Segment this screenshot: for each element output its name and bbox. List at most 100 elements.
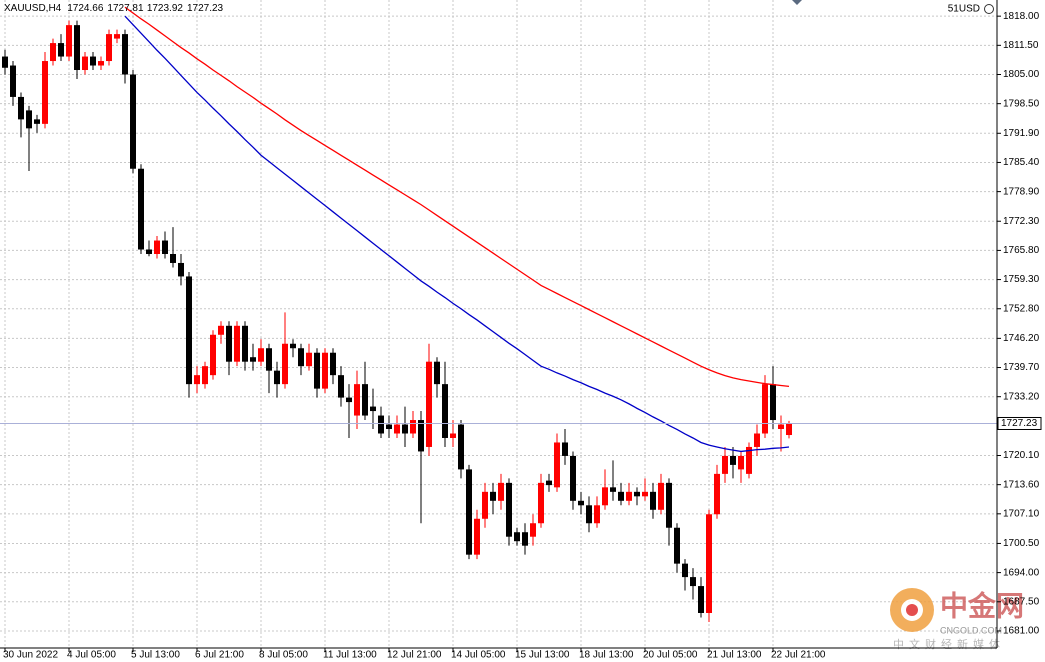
candle-body: [10, 65, 16, 97]
candle-body: [42, 61, 48, 124]
candle-body: [754, 433, 760, 447]
candle-body: [690, 577, 696, 587]
moving-average: [124, 6, 790, 388]
candle-body: [114, 34, 120, 39]
candle-body: [402, 424, 408, 434]
candle-body: [98, 61, 104, 66]
candle-body: [642, 491, 648, 497]
candle-body: [714, 473, 720, 515]
candle-body: [730, 455, 736, 465]
plot: [0, 6, 997, 622]
candle-body: [410, 420, 416, 434]
candle-body: [626, 491, 632, 501]
candle-body: [306, 352, 312, 367]
candle-body: [298, 348, 304, 367]
candle-body: [490, 491, 496, 501]
x-tick-label: 30 Jun 2022: [3, 650, 58, 661]
candle-body: [82, 56, 88, 71]
candle-body: [602, 487, 608, 506]
candle-body: [266, 348, 272, 371]
x-tick-label: 15 Jul 13:00: [515, 650, 570, 661]
y-tick-label: 1733.20: [1003, 391, 1040, 402]
candle-body: [146, 249, 152, 254]
account: 51USD: [948, 4, 980, 15]
candle-body: [554, 442, 560, 488]
candle-body: [354, 384, 360, 416]
candle-body: [738, 455, 744, 470]
site: CNGOLD.COM: [940, 625, 1002, 635]
candle-body: [706, 514, 712, 613]
y-tick-label: 1746.20: [1003, 333, 1040, 344]
candle-body: [698, 586, 704, 613]
candle-body: [338, 375, 344, 398]
y-tick-label: 1687.50: [1003, 596, 1040, 607]
candle-body: [202, 366, 208, 385]
scroll-marker: [792, 0, 802, 5]
moving-average: [124, 15, 790, 453]
candle-body: [786, 423, 792, 436]
candle-body: [378, 415, 384, 434]
low: 1723.92: [147, 3, 184, 14]
x-tick-label: 21 Jul 13:00: [707, 650, 762, 661]
candle-body: [418, 420, 424, 452]
symbol: XAUUSD,H4: [4, 3, 62, 14]
high: 1727.81: [107, 3, 144, 14]
candle-body: [34, 119, 40, 124]
watermark: 中金网 CNGOLD.COM 中文财经新媒体: [890, 588, 1024, 651]
y-tick-label: 1681.00: [1003, 626, 1040, 637]
candle-body: [546, 480, 552, 486]
candle-body: [122, 34, 128, 75]
candle-body: [346, 397, 352, 403]
candle-body: [274, 370, 280, 385]
candle-body: [138, 168, 144, 250]
candle-body: [26, 110, 32, 129]
brand: 中金网: [940, 589, 1024, 621]
candle-body: [474, 518, 480, 555]
candle-body: [154, 240, 160, 254]
candle-body: [466, 469, 472, 555]
candle-body: [370, 406, 376, 412]
candle-body: [18, 96, 24, 120]
y-tick-label: 1811.50: [1003, 40, 1039, 51]
candle-body: [242, 325, 248, 362]
candle-body: [482, 491, 488, 519]
candle-body: [666, 482, 672, 528]
x-tick-label: 11 Jul 13:00: [323, 650, 377, 661]
candle-body: [178, 262, 184, 277]
open: 1724.66: [67, 3, 104, 14]
slogan: 中文财经新媒体: [893, 637, 1005, 651]
account-icon: [984, 4, 994, 14]
candle-body: [394, 424, 400, 434]
candle-body: [538, 482, 544, 524]
candle-body: [426, 361, 432, 447]
header: XAUUSD,H4 1724.66 1727.81 1723.92 1727.23: [4, 3, 224, 14]
candle-body: [322, 352, 328, 389]
candle-body: [442, 384, 448, 438]
candle-body: [226, 325, 232, 362]
candle-body: [170, 253, 176, 263]
candle-body: [66, 25, 72, 57]
candle-body: [250, 357, 256, 362]
candle-body: [578, 500, 584, 506]
y-tick-label: 1805.00: [1003, 69, 1040, 80]
x-tick-label: 22 Jul 21:00: [771, 650, 826, 661]
y-tick-label: 1778.90: [1003, 186, 1040, 197]
x-tick-label: 12 Jul 21:00: [387, 650, 442, 661]
candle-body: [50, 43, 56, 62]
y-tick-label: 1759.30: [1003, 274, 1040, 285]
y-tick-label: 1713.60: [1003, 479, 1040, 490]
close: 1727.23: [187, 3, 224, 14]
grid: [0, 0, 997, 648]
x-tick-label: 14 Jul 05:00: [451, 650, 506, 661]
candle-body: [210, 334, 216, 376]
y-tick-label: 1752.80: [1003, 303, 1040, 314]
candle-body: [682, 563, 688, 578]
candle-body: [218, 325, 224, 335]
candle-body: [762, 384, 768, 434]
y-tick-label: 1798.50: [1003, 98, 1040, 109]
candle-body: [610, 487, 616, 492]
y-tick-label: 1765.80: [1003, 245, 1040, 256]
x-tick-label: 8 Jul 05:00: [259, 650, 308, 661]
candle-body: [234, 325, 240, 362]
candle-body: [258, 348, 264, 362]
